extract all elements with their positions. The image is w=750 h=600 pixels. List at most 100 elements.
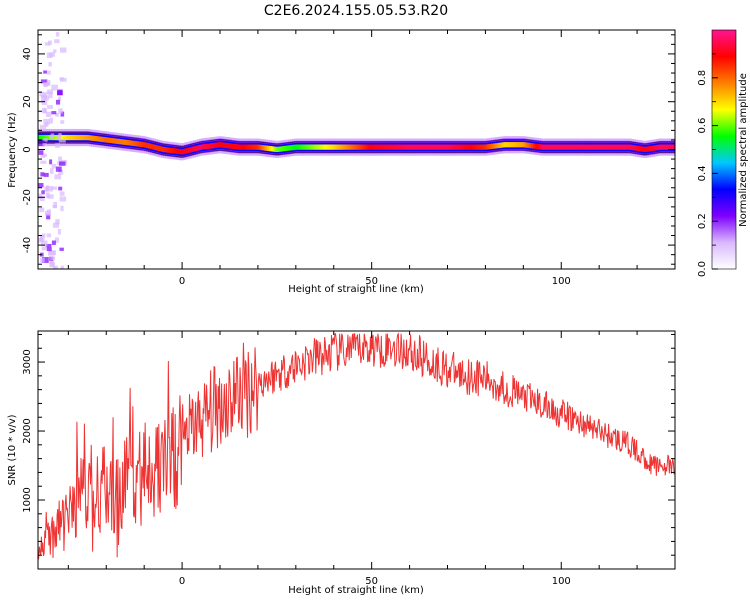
spectrogram-cell [640,146,644,152]
snr-panel: 0 50 100 1000 2000 3000 Height of straight li… [7,330,676,596]
spectrogram-cell [449,144,452,150]
x-tick-label: 0 [179,276,185,287]
spectrogram-cell [130,140,134,146]
spectrogram-cell [392,144,396,150]
spectrogram-speckle-cell [42,257,49,263]
spectrogram-cell [70,134,73,141]
spectrogram-cell [657,144,661,150]
y-tick-label: 2000 [22,418,33,443]
spectrogram-speckle-cell [45,243,52,248]
spectrogram-speckle-cell [46,80,51,86]
spectrogram-cell [551,144,555,150]
spectrogram-cell [176,148,179,154]
spectrogram-cell [555,144,559,150]
spectrogram-cell [136,141,140,147]
spectrogram-cell [246,144,250,150]
spectrogram-cell [354,144,358,150]
spectrogram-cell [91,135,94,141]
spectrogram-speckle-cell [58,186,63,191]
spectrogram-cell [466,144,469,150]
spectrogram-speckle-cell [52,222,60,228]
spectrogram-cell [474,144,477,150]
spectrogram-cell [187,147,191,153]
spectrogram-speckle-cell [53,49,57,53]
spectrogram-cell [371,144,375,150]
spectrogram-cell [314,144,318,150]
spectrogram-speckle-cell [46,111,52,117]
spectrogram-cell [561,144,564,150]
spectrogram-cell [411,144,414,150]
spectrogram-cell [629,144,632,150]
spectrogram-cell [602,144,606,150]
spectrogram-speckle-cell [58,108,63,114]
spectrogram-cell [127,140,130,146]
spectrogram-cell [536,143,540,150]
spectrogram-speckle-cell [55,99,61,105]
spectrogram-cell [316,144,320,150]
spectrogram-cell [379,144,382,150]
spectrogram-cell [345,144,348,150]
spectrogram-speckle-cell [39,124,47,131]
spectrogram-cell [263,145,267,151]
spectrogram-speckle-cell [57,229,61,235]
spectrogram-cell [513,142,517,148]
spectrogram-speckle-cell [50,256,56,260]
spectrogram-cell [193,146,196,152]
spectrogram-cell [608,144,612,150]
spectrogram-cell [202,144,206,150]
spectrogram-speckle-cell [43,172,49,177]
spectrogram-cell [618,144,621,150]
spectrogram-speckle-cell [54,142,61,148]
spectrogram-cell [252,144,255,150]
spectrogram-cell [79,134,83,141]
spectrogram-cell [498,142,502,148]
spectrogram-cell [563,144,566,150]
spectrogram-cell [527,142,530,148]
spectrogram-y-label: Frequency (Hz) [7,112,18,188]
spectrogram-cell [422,144,426,150]
spectrogram-cell [458,144,462,150]
spectrogram-cell [415,144,418,150]
spectrogram-cell [322,144,325,150]
spectrogram-cell [174,148,177,154]
spectrogram-cell [646,146,650,152]
spectrogram-cell [565,144,568,150]
spectrogram-cell [168,147,172,153]
spectrogram-speckle-cell [51,84,59,91]
spectrogram-speckle-cell [50,168,54,174]
spectrogram-band-3 [38,134,675,155]
spectrogram-cell [132,140,136,147]
spectrogram-cell [38,134,41,141]
spectrogram-cell [390,144,394,150]
x-tick-label: 50 [365,576,378,587]
spectrogram-cell [434,144,437,150]
spectrogram-cell [199,144,202,150]
spectrogram-cell [280,146,284,152]
spectrogram-cell [597,144,600,150]
spectrogram-cell [633,145,636,151]
spectrogram-cell [546,144,549,150]
spectrogram-cell [523,142,526,148]
spectrogram-speckle-cell [46,209,52,216]
spectrogram-cell [661,144,665,150]
spectrogram-cell [282,146,286,152]
spectrogram-cell [305,144,308,150]
spectrogram-speckle-cell [47,194,54,199]
spectrogram-cell [364,144,367,150]
spectrogram-speckle-cell [59,191,65,196]
spectrogram-cell [220,142,223,148]
spectrogram-cell [138,141,141,147]
spectrogram-cell [462,144,466,150]
spectrogram-cell [496,142,500,149]
spectrogram-cell [153,144,157,150]
spectrogram-cell [292,144,295,151]
spectrogram-cell [667,144,670,150]
spectrogram-cell [481,144,485,150]
spectrogram-speckle-cell [48,250,55,256]
spectrogram-speckle-cell [46,89,54,95]
spectrogram-cell [208,143,212,149]
spectrogram-cell [525,142,528,148]
spectrogram-cell [623,144,627,150]
spectrogram-speckle-cell [60,205,64,212]
spectrogram-cell [529,142,532,149]
